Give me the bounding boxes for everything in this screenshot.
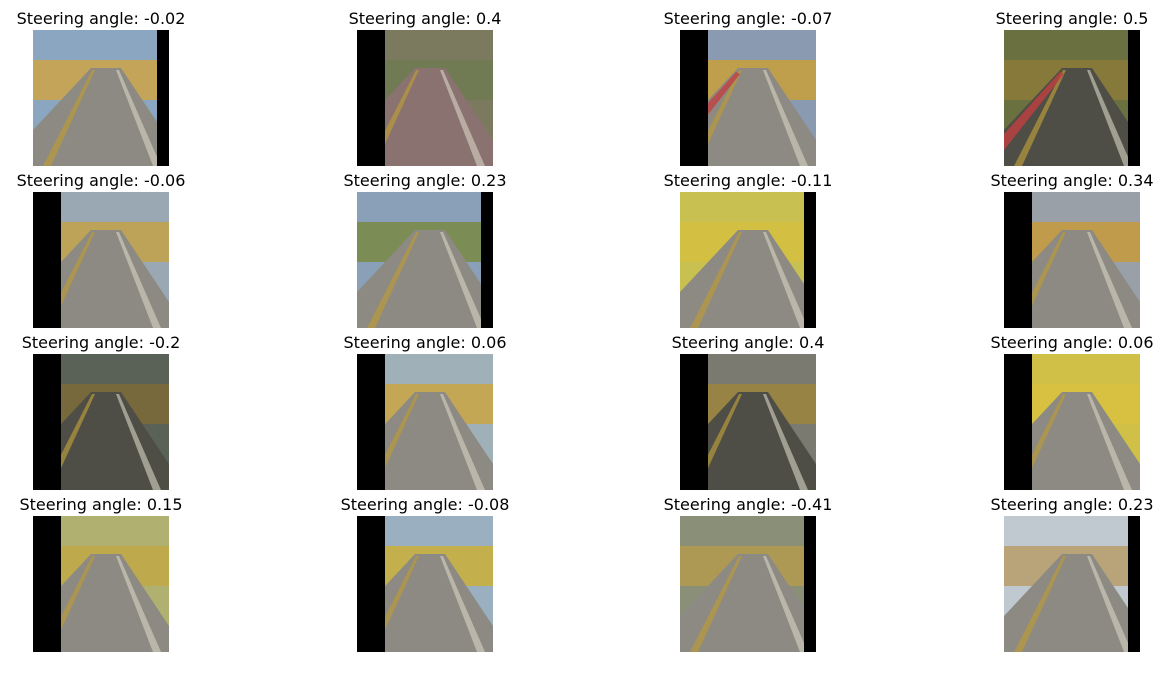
road-camera-image — [680, 30, 816, 166]
road-camera-image — [33, 30, 169, 166]
cell-title: Steering angle: 0.06 — [343, 333, 507, 352]
cell-title: Steering angle: -0.06 — [16, 171, 186, 190]
road-camera-image — [357, 516, 493, 652]
cell-title: Steering angle: -0.11 — [663, 171, 833, 190]
road-camera-image — [357, 192, 493, 328]
road-camera-image — [33, 192, 169, 328]
road-camera-image — [1004, 516, 1140, 652]
road-camera-image — [1004, 192, 1140, 328]
road-camera-image — [680, 192, 816, 328]
cell-title: Steering angle: -0.07 — [663, 9, 833, 28]
road-camera-image — [33, 516, 169, 652]
road-camera-image — [33, 354, 169, 490]
cell-title: Steering angle: -0.02 — [16, 9, 186, 28]
road-camera-image — [357, 30, 493, 166]
road-camera-image — [1004, 354, 1140, 490]
cell-title: Steering angle: 0.4 — [348, 9, 502, 28]
cell-title: Steering angle: 0.06 — [990, 333, 1154, 352]
cell-title: Steering angle: -0.08 — [340, 495, 510, 514]
cell-title: Steering angle: -0.41 — [663, 495, 833, 514]
cell-title: Steering angle: 0.4 — [671, 333, 825, 352]
cell-title: Steering angle: 0.15 — [19, 495, 183, 514]
road-camera-image — [680, 354, 816, 490]
cell-title: Steering angle: 0.5 — [995, 9, 1149, 28]
road-camera-image — [1004, 30, 1140, 166]
cell-title: Steering angle: 0.34 — [990, 171, 1154, 190]
road-camera-image — [680, 516, 816, 652]
cell-title: Steering angle: 0.23 — [990, 495, 1154, 514]
road-camera-image — [357, 354, 493, 490]
cell-title: Steering angle: 0.23 — [343, 171, 507, 190]
cell-title: Steering angle: -0.2 — [21, 333, 181, 352]
